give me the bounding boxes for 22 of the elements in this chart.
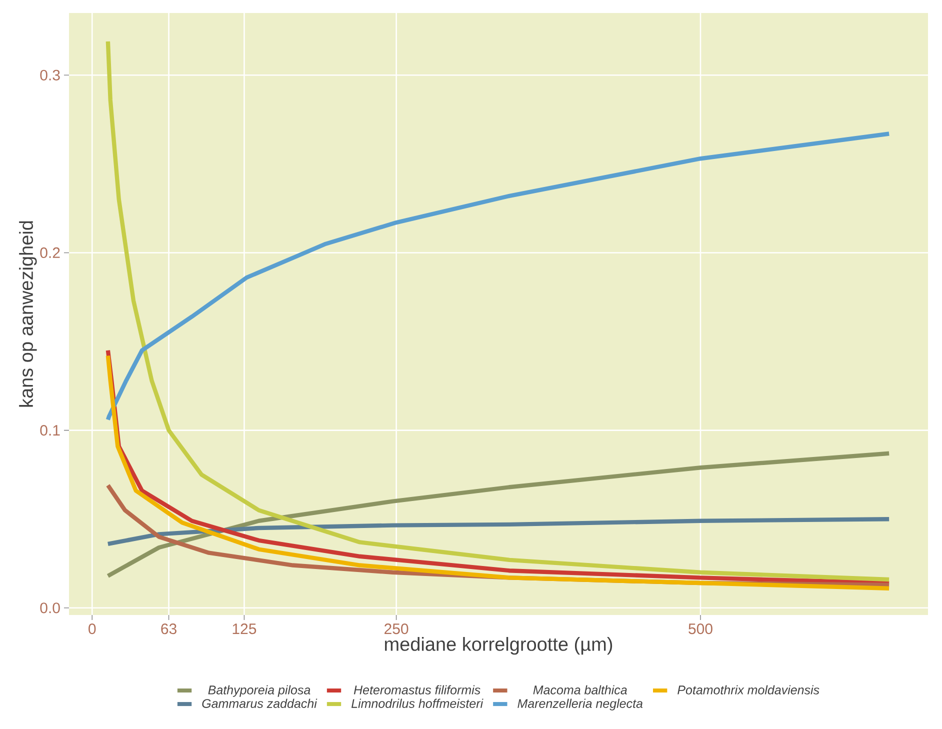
line-series (106, 451, 892, 578)
y-axis-title: kans op aanwezigheid (19, 221, 37, 407)
line-series (106, 39, 892, 582)
x-tick-label: 500 (688, 624, 712, 634)
x-tick-label: 125 (232, 624, 256, 634)
legend-label: Marenzelleria neglecta (518, 698, 643, 710)
line-series (106, 517, 892, 546)
x-tick-label: 250 (384, 624, 408, 634)
legend-label: Limnodrilus hoffmeisteri (351, 698, 484, 708)
x-axis-title: mediane korrelgrootte (µm) (385, 636, 612, 655)
y-tick-label: 0.2 (40, 247, 60, 258)
legend-label: Gammarus zaddachi (202, 698, 318, 708)
legend-label: Potamothrix moldaviensis (678, 685, 820, 694)
x-tick-label: 63 (161, 624, 176, 634)
legend-label: Bathyporeia pilosa (208, 685, 310, 697)
legend-label: Heteromastus filiformis (354, 685, 480, 694)
legend-label: Macoma balthica (533, 685, 627, 694)
x-tick-label: 0 (88, 624, 96, 634)
y-tick-label: 0.1 (40, 425, 60, 436)
y-tick-label: 0.3 (40, 70, 60, 80)
line-series (106, 132, 892, 422)
y-tick-label: 0.0 (40, 602, 60, 614)
